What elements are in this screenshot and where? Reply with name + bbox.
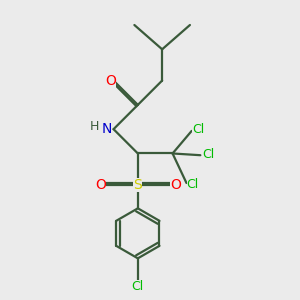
Text: Cl: Cl bbox=[187, 178, 199, 191]
Text: Cl: Cl bbox=[132, 280, 144, 293]
Text: O: O bbox=[95, 178, 106, 192]
Text: O: O bbox=[170, 178, 181, 192]
Text: Cl: Cl bbox=[192, 123, 204, 136]
Text: Cl: Cl bbox=[202, 148, 214, 161]
Text: H: H bbox=[90, 120, 99, 133]
Text: N: N bbox=[102, 122, 112, 136]
Text: S: S bbox=[134, 178, 142, 192]
Text: O: O bbox=[105, 74, 116, 88]
